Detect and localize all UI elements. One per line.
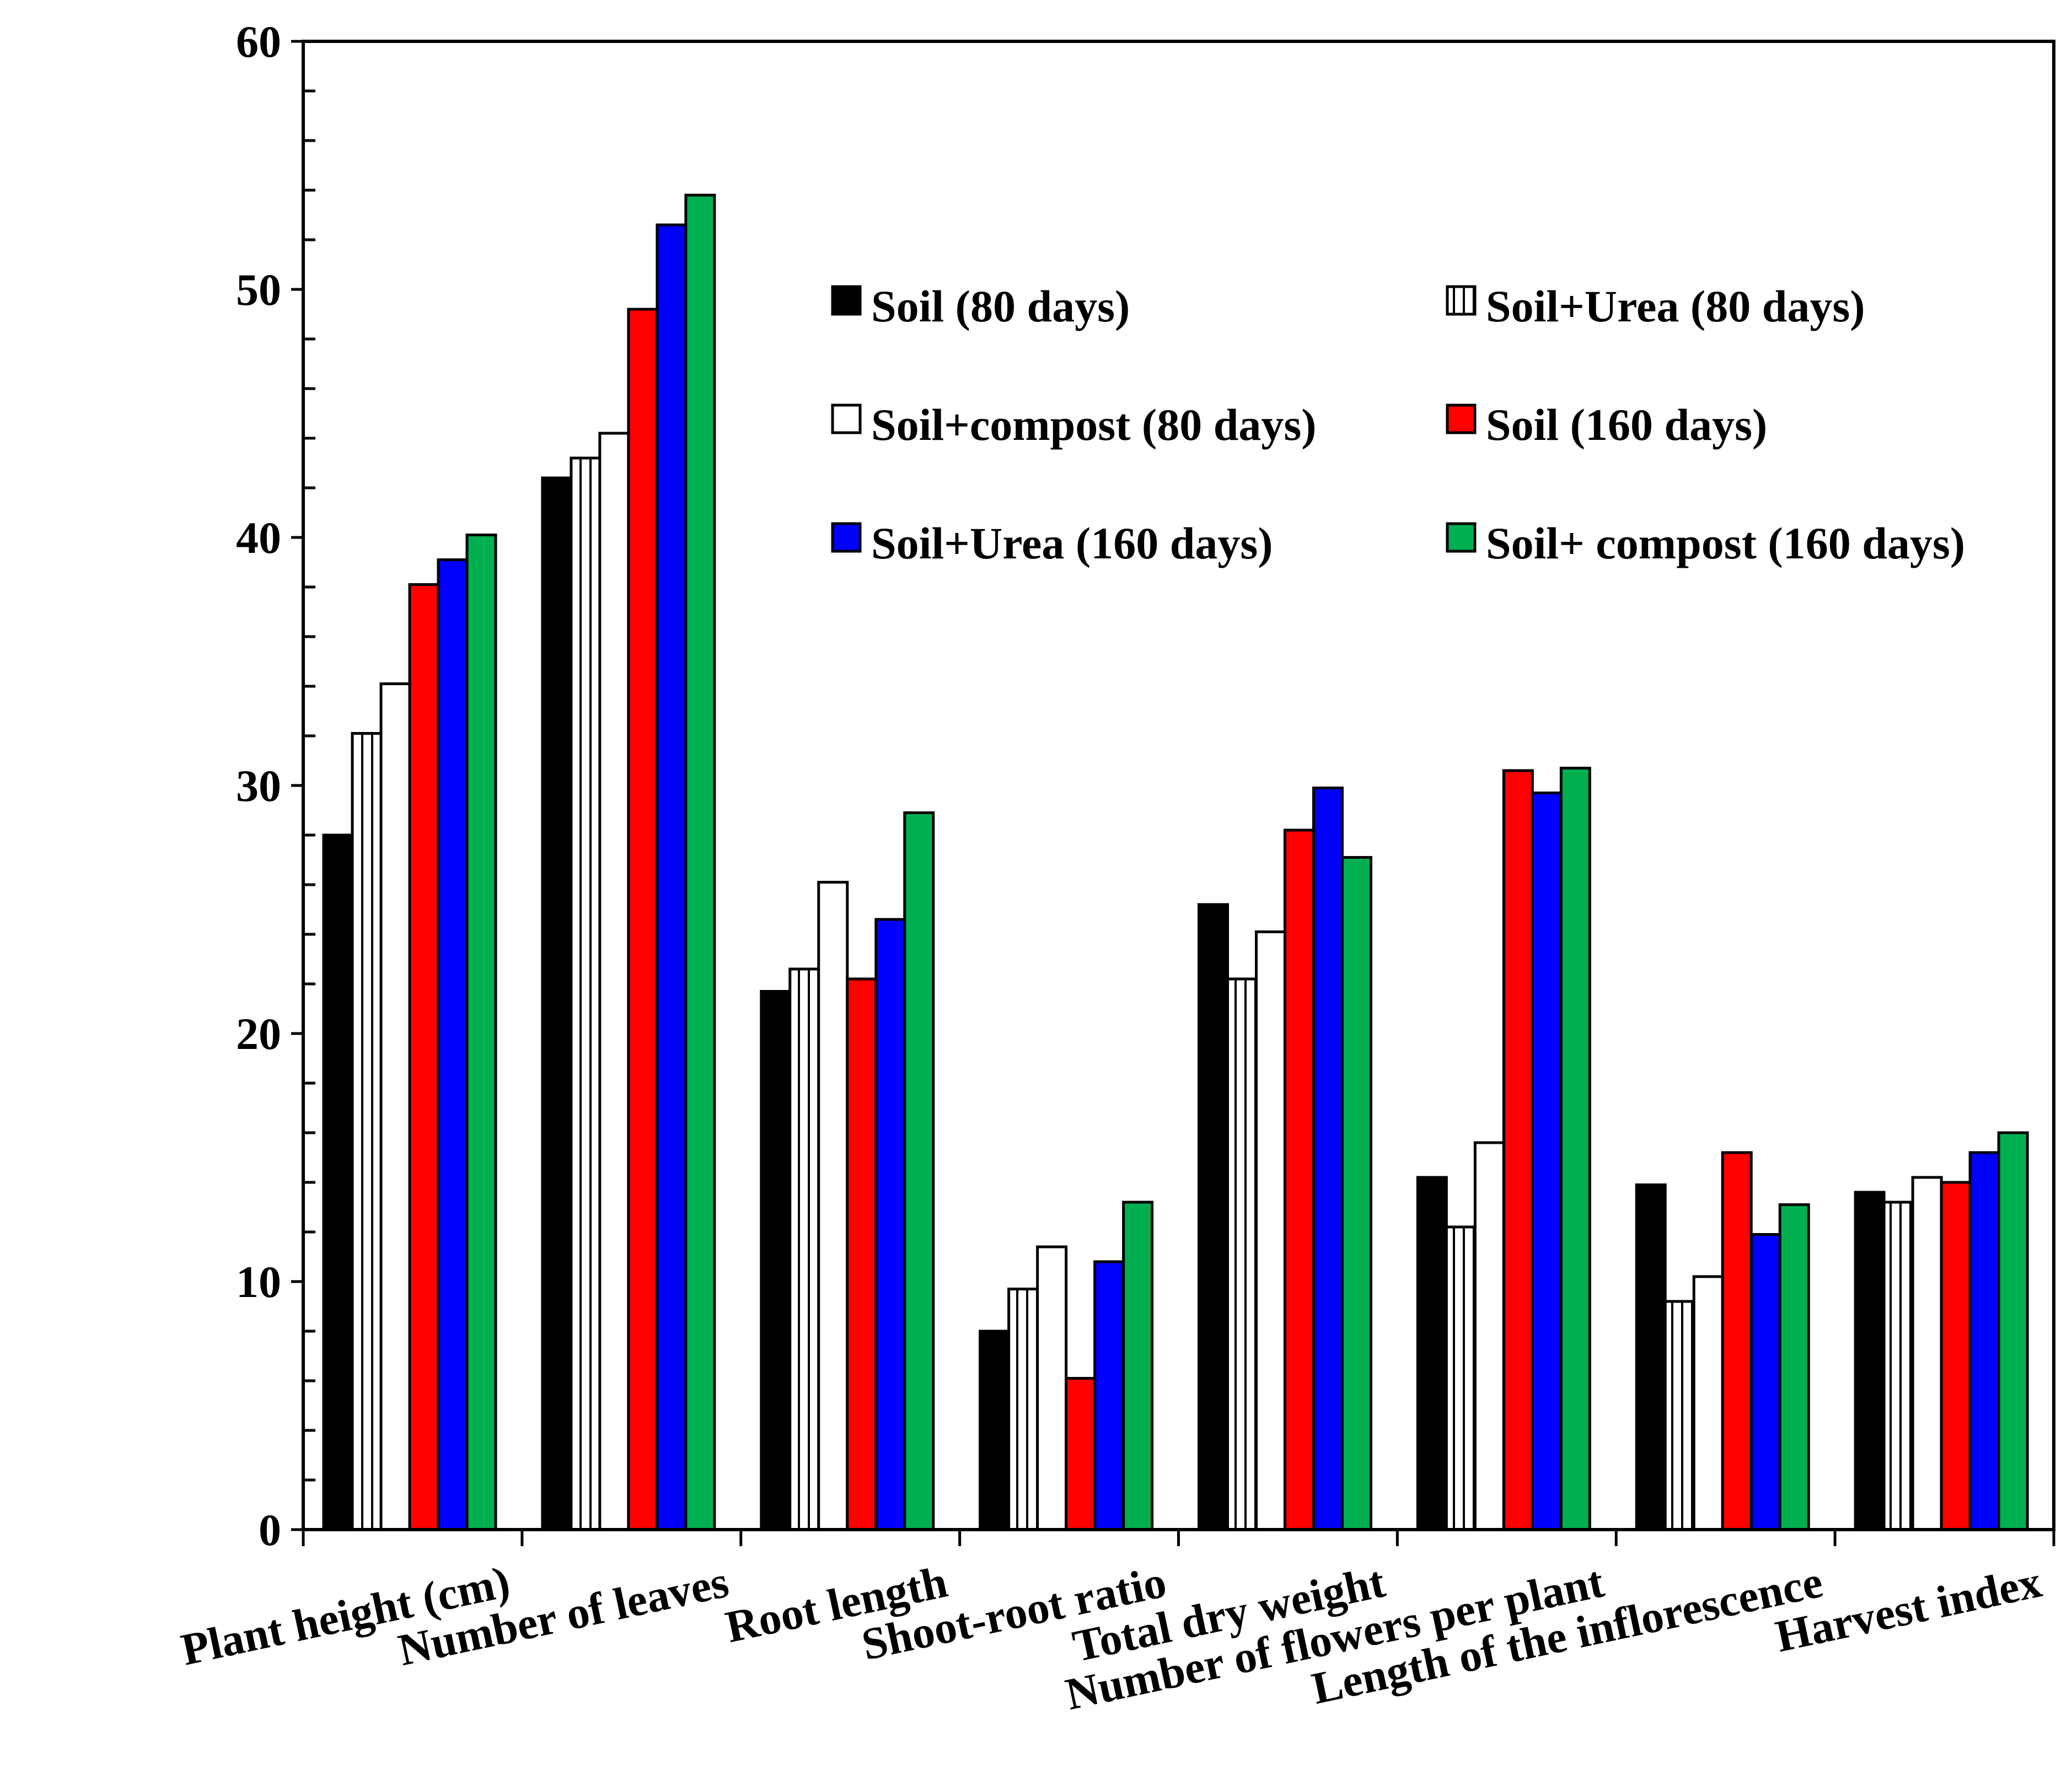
bar	[1036, 1245, 1068, 1531]
bar	[570, 456, 602, 1531]
bar	[1997, 1131, 2029, 1531]
y-tick-label: 10	[236, 1257, 281, 1307]
bar	[1284, 828, 1315, 1531]
legend-label: Soil+ compost (160 days)	[1486, 518, 1965, 568]
bar	[1198, 903, 1229, 1531]
bar	[817, 881, 849, 1531]
bar	[1255, 930, 1286, 1531]
legend-label: Soil (160 days)	[1486, 400, 1767, 450]
bar	[903, 811, 935, 1531]
y-tick-label: 20	[236, 1009, 281, 1059]
bar	[1065, 1377, 1097, 1531]
bar	[1940, 1181, 1972, 1531]
legend-label: Soil (80 days)	[871, 281, 1130, 331]
bar	[408, 583, 440, 1531]
legend-label: Soil+Urea (80 days)	[1486, 281, 1865, 331]
legend-swatch	[831, 403, 862, 434]
legend-swatch	[1446, 522, 1477, 553]
bar	[1911, 1176, 1943, 1531]
bar	[465, 534, 497, 1531]
bar	[1882, 1201, 1914, 1531]
bar	[1093, 1260, 1125, 1531]
bar	[788, 967, 820, 1531]
y-tick-label: 50	[236, 265, 281, 315]
bar	[1341, 856, 1372, 1531]
bar	[846, 977, 878, 1531]
bar	[351, 732, 383, 1531]
bars-layer	[322, 193, 2029, 1531]
bar	[1692, 1275, 1724, 1531]
bar	[874, 918, 906, 1531]
legend-swatch	[1446, 403, 1477, 434]
y-tick-label: 40	[236, 513, 281, 563]
bar	[1445, 1225, 1477, 1531]
bar	[1122, 1201, 1154, 1531]
bar	[1721, 1151, 1753, 1531]
bar	[541, 476, 573, 1531]
bar	[656, 223, 688, 1531]
y-tick-label: 30	[236, 761, 281, 811]
legend: Soil (80 days) Soil+Urea (80 days) Soil+co…	[831, 281, 1965, 568]
bar	[322, 833, 354, 1531]
bar	[1854, 1191, 1886, 1531]
bar	[1749, 1233, 1781, 1531]
y-axis: 0 10 20 30 40 50 60	[236, 17, 315, 1555]
y-tick-label: 60	[236, 17, 281, 67]
legend-label: Soil+compost (80 days)	[871, 400, 1317, 450]
bar	[1416, 1176, 1448, 1531]
legend-label: Soil+Urea (160 days)	[871, 518, 1273, 568]
bar	[1635, 1183, 1667, 1531]
y-tick-label: 0	[259, 1505, 281, 1555]
bar	[1312, 787, 1344, 1531]
bar	[1226, 977, 1258, 1531]
bar	[598, 432, 630, 1531]
bar	[760, 990, 792, 1531]
bar	[1559, 767, 1591, 1531]
legend-swatch	[831, 285, 862, 316]
bar	[979, 1330, 1011, 1531]
bar	[684, 193, 716, 1531]
bar	[1663, 1300, 1695, 1531]
bar	[379, 682, 411, 1531]
bar	[437, 558, 469, 1531]
legend-swatch	[1446, 285, 1477, 316]
bar	[1007, 1288, 1039, 1531]
bar	[627, 308, 659, 1531]
legend-swatch	[831, 522, 862, 553]
bar	[1502, 769, 1534, 1531]
bar	[1531, 792, 1563, 1531]
bar	[1778, 1203, 1810, 1531]
bar	[1473, 1141, 1505, 1531]
bar	[1968, 1151, 2000, 1531]
